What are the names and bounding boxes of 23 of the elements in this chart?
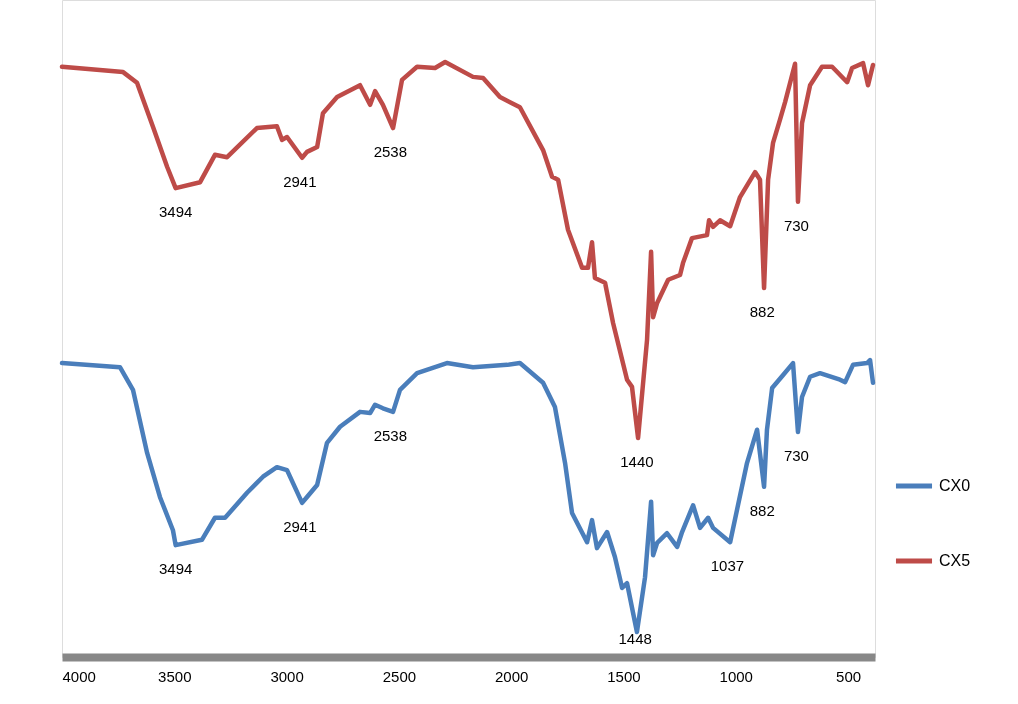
x-tick-label: 1500 [607,667,641,685]
annotation: 1037 [710,557,745,575]
x-tick-label: 2000 [494,667,529,685]
x-tick-label: 1000 [719,667,753,685]
legend-label: CX0 [939,477,971,494]
annotation: 730 [783,447,809,465]
x-tick-label: 500 [836,667,862,685]
annotation: 2941 [283,172,317,190]
annotation: 1440 [620,453,654,471]
annotation: 3494 [158,560,193,578]
x-tick-label: 4000 [62,667,96,685]
annotation: 882 [749,501,775,519]
legend-label: CX5 [939,552,971,569]
x-tick-label: 2500 [382,667,417,685]
annotation: 2941 [283,517,317,535]
x-tick-label: 3000 [270,667,304,685]
annotation: 2538 [373,143,408,161]
annotation: 882 [749,303,775,321]
annotation: 3494 [158,203,193,221]
annotation: 1448 [618,630,652,647]
annotation: 730 [783,216,809,234]
x-tick-label: 3500 [158,667,192,685]
annotation: 2538 [373,426,408,444]
